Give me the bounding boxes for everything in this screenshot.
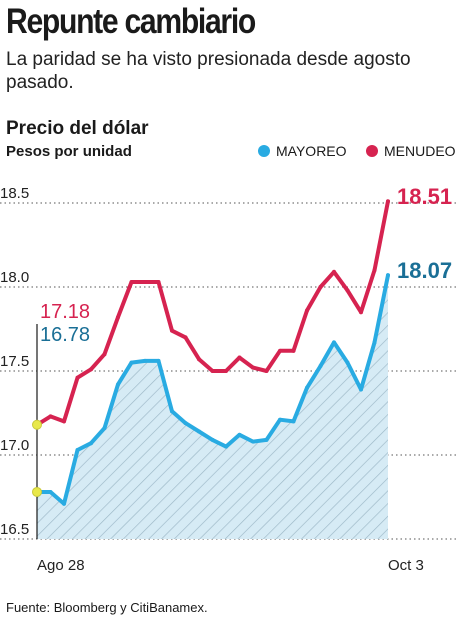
legend-dot-menudeo [366,145,378,157]
menudeo-point [129,279,134,284]
subtitle: La paridad se ha visto presionada desde … [6,49,411,93]
mayoreo-point [89,441,93,446]
legend-label-mayoreo: MAYOREO [276,143,347,159]
mayoreo-point [75,447,80,452]
chart-title: Precio del dólar [6,118,149,139]
x-tick-label: Ago 28 [37,557,85,574]
mayoreo-point [170,409,174,414]
mayoreo-end-label: 18.07 [397,258,452,283]
menudeo-point [48,414,53,419]
chart-ylabel: Pesos por unidad [6,143,132,160]
menudeo-point [197,357,201,362]
mayoreo-point [359,387,363,392]
menudeo-point [291,348,296,353]
menudeo-point [143,279,147,284]
x-tick-label: Oct 3 [388,557,424,574]
mayoreo-point [102,426,107,431]
headline: Repunte cambiario [6,2,256,41]
legend-item-menudeo: MENUDEO [366,143,456,159]
y-tick-label: 18.5 [0,185,29,202]
menudeo-point [183,335,188,340]
menudeo-point [251,365,255,370]
y-tick-label: 17.0 [0,437,29,454]
mayoreo-point [210,437,215,442]
menudeo-point [170,328,174,333]
start-value-marker [32,486,42,497]
mayoreo-point [237,432,242,437]
menudeo-end-label: 18.51 [397,184,452,209]
mayoreo-point [197,429,201,434]
mayoreo-point [224,444,228,449]
mayoreo-point [318,363,323,368]
menudeo-point [372,268,377,273]
legend-label-menudeo: MENUDEO [384,143,456,159]
mayoreo-point [372,340,377,345]
menudeo-point [305,308,309,313]
menudeo-point [102,352,107,357]
source-note: Fuente: Bloomberg y CitiBanamex. [6,600,208,615]
mayoreo-point [116,382,120,387]
menudeo-point [345,288,350,293]
mayoreo-point [345,360,350,365]
menudeo-point [224,369,228,373]
menudeo-point [359,310,363,315]
mayoreo-point [264,437,269,442]
menudeo-point [75,375,80,380]
menudeo-point [210,369,215,373]
mayoreo-point [129,360,134,365]
menudeo-point [332,269,336,274]
mayoreo-point [305,385,309,390]
menudeo-point [156,279,161,284]
menudeo-point [237,355,242,360]
mayoreo-point [183,421,188,426]
legend-dot-mayoreo [258,145,270,157]
menudeo-point [264,369,269,373]
y-tick-label: 17.5 [0,353,29,370]
start-value-marker [32,419,42,430]
y-tick-label: 16.5 [0,521,29,538]
line-chart: 18.5 18.0 17.5 17.0 16.5 Ago 28 Oct 3 17.1816.… [0,184,458,574]
menudeo-point [62,419,66,424]
y-tick-label: 18.0 [0,269,29,286]
menudeo-start-label: 17.18 [40,301,90,323]
mayoreo-point [156,358,161,363]
legend-item-mayoreo: MAYOREO [258,143,347,159]
mayoreo-point [62,501,66,506]
menudeo-point [318,285,323,289]
menudeo-point [89,367,93,372]
menudeo-point [386,199,390,204]
mayoreo-point [291,419,296,424]
mayoreo-start-label: 16.78 [40,324,90,346]
menudeo-point [116,315,120,320]
mayoreo-point [143,358,147,363]
mayoreo-point [251,439,255,444]
mayoreo-point [386,273,390,278]
mayoreo-point [48,489,53,494]
mayoreo-point [278,417,282,422]
menudeo-point [278,348,282,353]
mayoreo-area-fill [37,275,388,539]
mayoreo-point [332,340,336,345]
